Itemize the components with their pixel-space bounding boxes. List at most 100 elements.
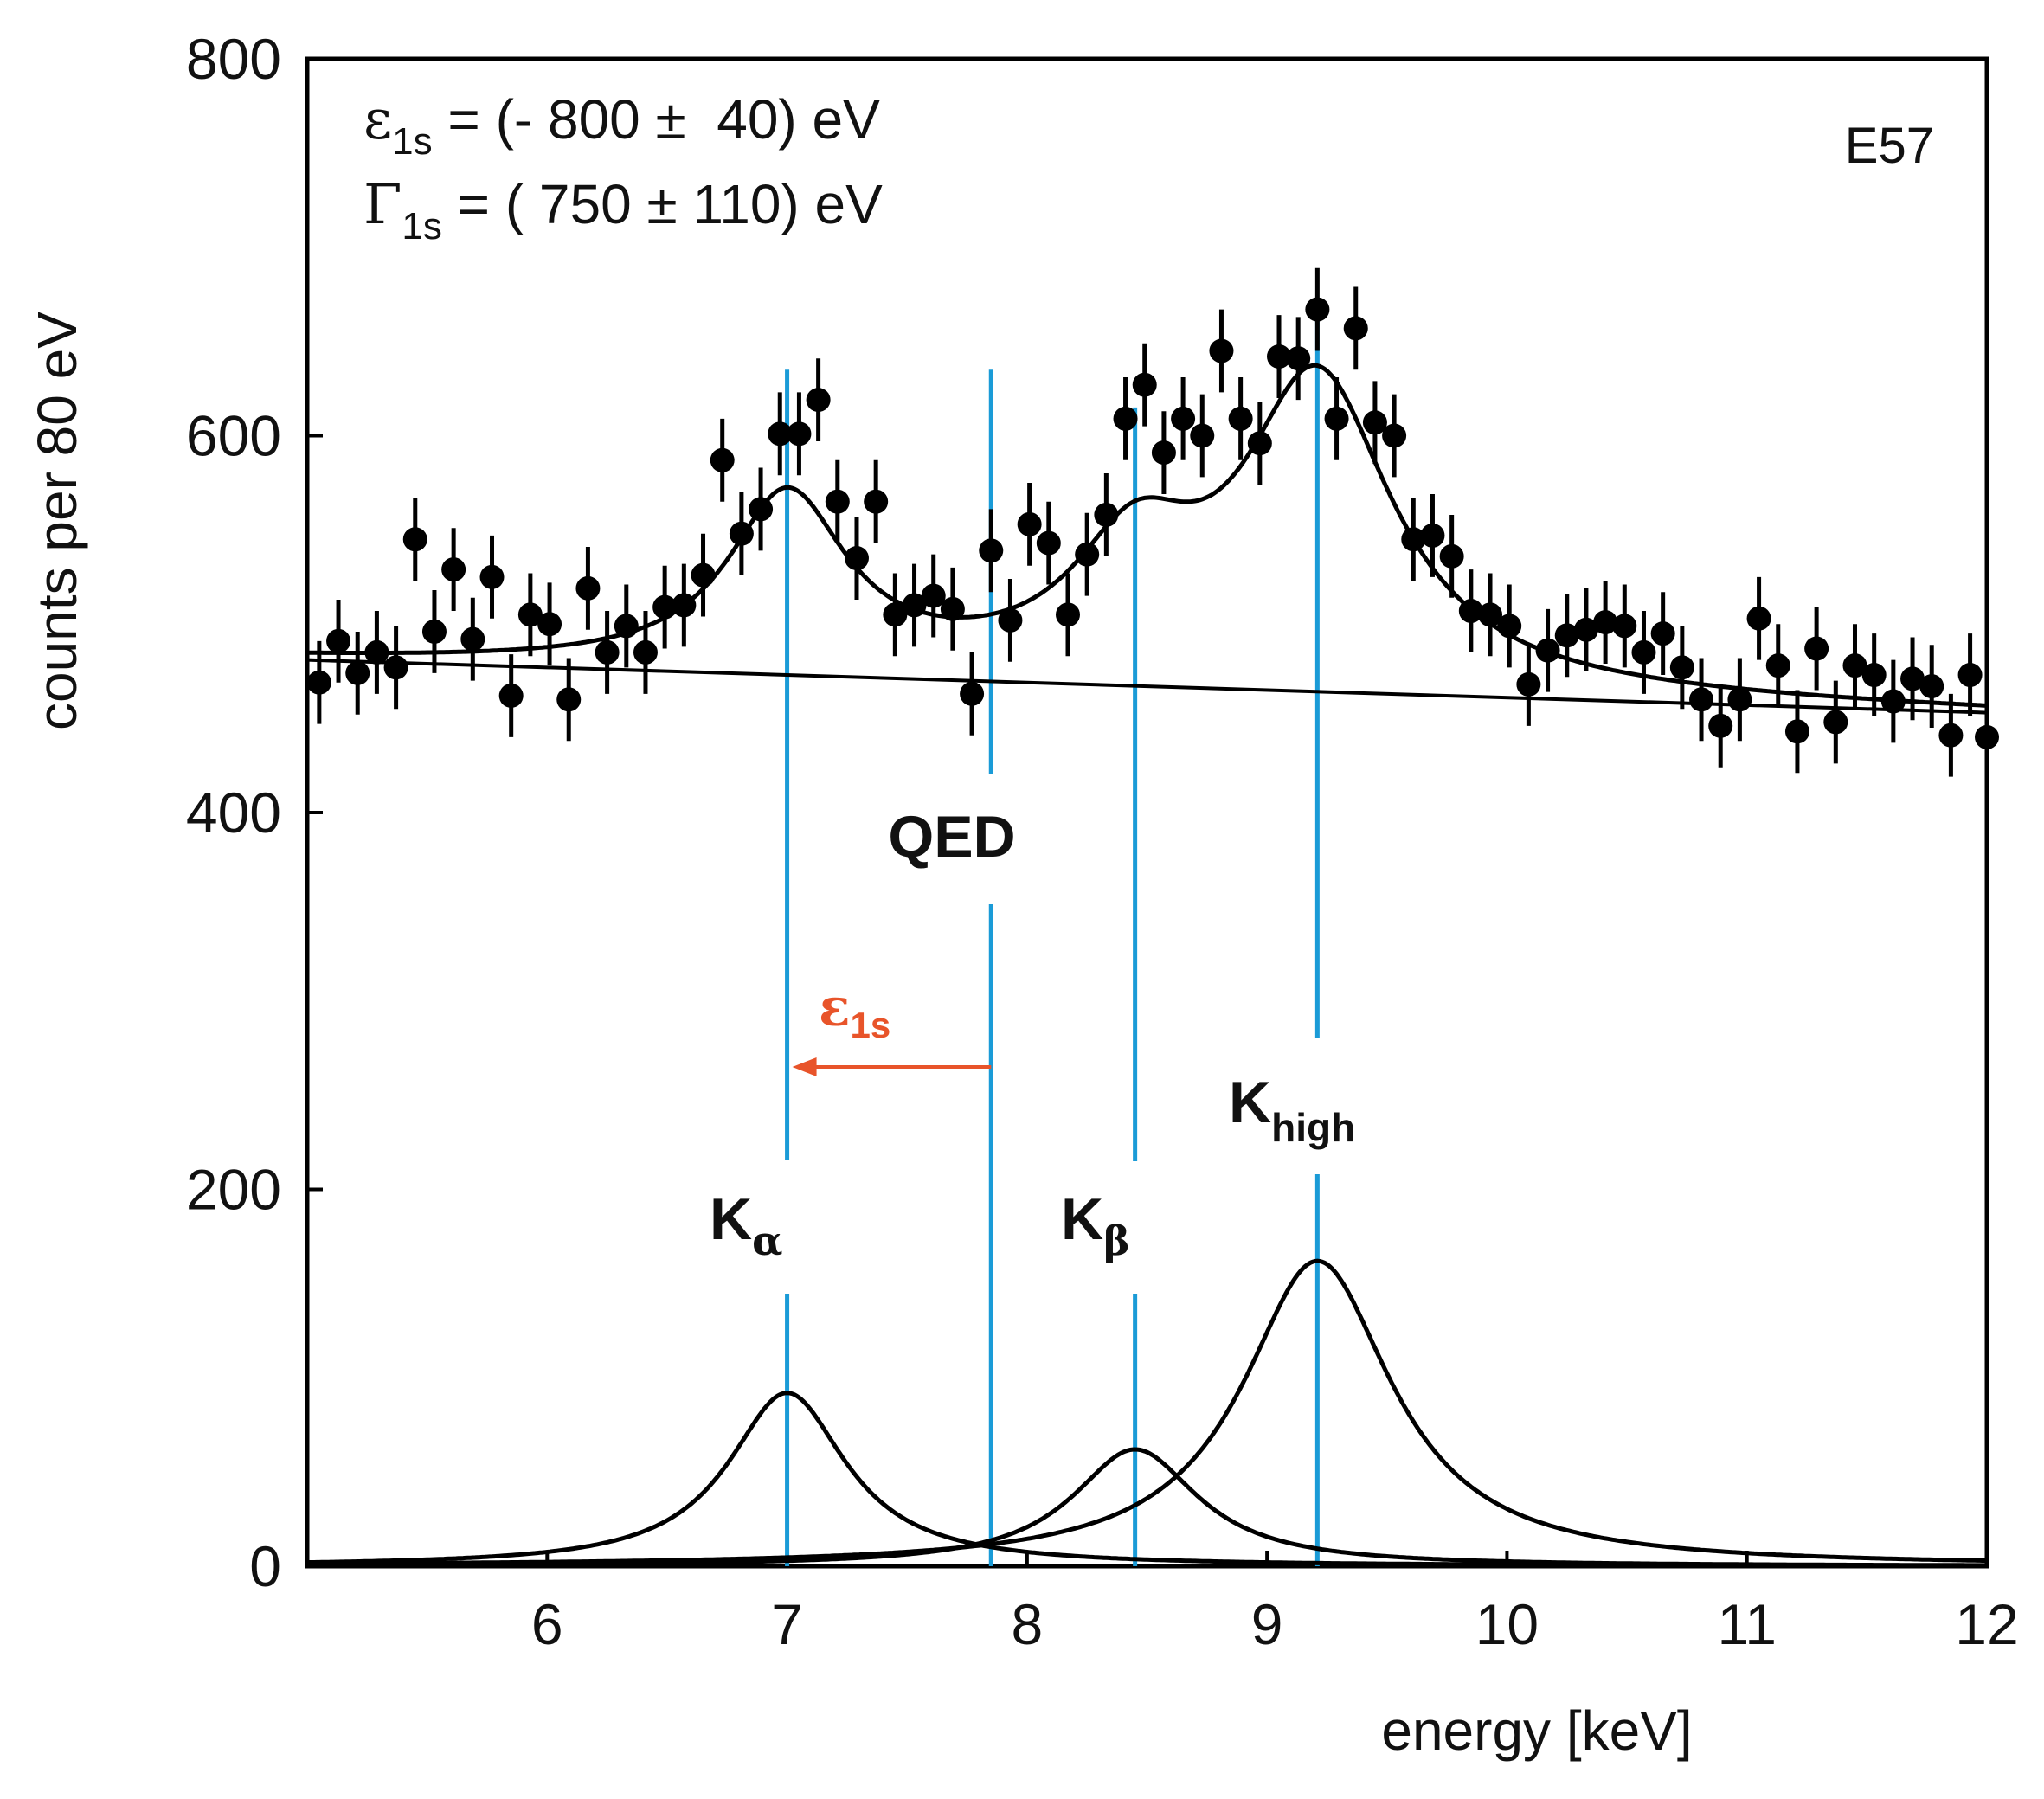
qed-label: QED xyxy=(888,804,1015,870)
data-point-18 xyxy=(652,594,678,620)
gamma-symbol: Γ xyxy=(363,173,402,237)
x-tick-label-7: 7 xyxy=(771,1592,803,1656)
experiment-label: E57 xyxy=(1845,118,1934,174)
data-point-12 xyxy=(537,612,562,637)
data-point-53 xyxy=(1324,406,1349,431)
shift-arrow-head xyxy=(792,1057,817,1076)
data-point-67 xyxy=(1593,610,1618,635)
data-point-71 xyxy=(1669,655,1694,680)
data-point-24 xyxy=(768,421,793,447)
gamma-subscript: 1s xyxy=(402,205,441,247)
epsilon-symbol: ε xyxy=(363,88,392,152)
x-tick-label-12: 12 xyxy=(1955,1592,2018,1656)
data-point-21 xyxy=(710,447,735,472)
data-point-15 xyxy=(595,639,620,665)
data-point-6 xyxy=(421,619,447,644)
data-points xyxy=(306,267,1999,779)
data-point-31 xyxy=(902,593,927,618)
data-point-13 xyxy=(556,687,582,712)
data-point-45 xyxy=(1171,406,1196,431)
data-point-61 xyxy=(1478,602,1503,627)
data-point-16 xyxy=(614,614,639,639)
width-result: Γ1s = ( 750 ± 110) eV xyxy=(363,173,883,247)
data-point-86 xyxy=(1957,663,1983,688)
data-point-87 xyxy=(1975,724,1999,749)
x-tick-label-6: 6 xyxy=(531,1592,563,1656)
x-tick-label-10: 10 xyxy=(1475,1592,1539,1656)
data-point-17 xyxy=(633,639,658,665)
data-point-55 xyxy=(1362,410,1387,435)
data-point-68 xyxy=(1612,614,1637,639)
shift-label-main: ε xyxy=(819,978,850,1038)
data-point-30 xyxy=(883,602,908,627)
data-point-39 xyxy=(1055,602,1080,627)
data-point-50 xyxy=(1267,344,1292,369)
data-point-44 xyxy=(1151,440,1176,466)
width-value: = ( 750 ± 110) eV xyxy=(442,173,883,235)
data-point-33 xyxy=(940,596,965,621)
x-tick-label-9: 9 xyxy=(1251,1592,1283,1656)
data-point-29 xyxy=(864,489,889,514)
k-alpha-subscript: α xyxy=(752,1218,782,1264)
y-tick-label-0: 0 xyxy=(249,1534,281,1598)
component-curve-2 xyxy=(307,1258,1988,1566)
shift-result: ε1s = (- 800 ± 40) eV xyxy=(363,88,880,163)
data-point-11 xyxy=(517,602,543,627)
data-point-40 xyxy=(1075,542,1100,567)
data-point-48 xyxy=(1228,406,1253,431)
x-tick-label-8: 8 xyxy=(1011,1592,1043,1656)
shift-arrow xyxy=(792,1057,992,1076)
data-point-58 xyxy=(1420,523,1445,548)
y-axis-label: counts per 80 eV xyxy=(26,312,88,730)
data-point-26 xyxy=(806,388,831,413)
data-point-0 xyxy=(306,670,331,695)
data-point-69 xyxy=(1631,639,1656,665)
k-alpha-label: Kα xyxy=(710,1186,783,1264)
data-point-19 xyxy=(672,593,697,618)
data-point-5 xyxy=(402,527,427,552)
data-point-59 xyxy=(1439,543,1464,569)
data-point-41 xyxy=(1094,502,1119,527)
data-point-42 xyxy=(1113,406,1138,431)
data-point-70 xyxy=(1650,621,1675,646)
y-tick-label-800: 800 xyxy=(186,27,281,91)
data-point-3 xyxy=(364,639,389,665)
shift-label: ε1s xyxy=(819,978,890,1045)
x-axis-label: energy [keV] xyxy=(1381,1699,1692,1762)
data-point-60 xyxy=(1458,599,1483,624)
data-point-73 xyxy=(1708,713,1733,738)
data-point-78 xyxy=(1804,636,1829,661)
data-point-76 xyxy=(1765,653,1790,678)
data-point-66 xyxy=(1573,617,1598,642)
data-point-8 xyxy=(460,626,485,652)
k-beta-subscript: β xyxy=(1103,1218,1130,1264)
epsilon-subscript: 1s xyxy=(392,120,432,163)
data-point-2 xyxy=(345,660,370,685)
data-point-10 xyxy=(498,683,524,708)
component-curve-1 xyxy=(307,1447,1987,1568)
data-point-72 xyxy=(1689,687,1714,712)
data-point-62 xyxy=(1497,614,1522,639)
data-point-51 xyxy=(1286,346,1311,371)
data-point-20 xyxy=(691,562,716,588)
peak-components xyxy=(306,1258,1988,1568)
data-point-37 xyxy=(1017,511,1042,536)
data-point-35 xyxy=(979,538,1004,563)
total-fit-curve xyxy=(307,363,1988,708)
data-point-28 xyxy=(844,546,869,571)
data-point-7 xyxy=(441,557,466,582)
shift-label-subscript: 1s xyxy=(850,1005,890,1045)
shift-value: = (- 800 ± 40) eV xyxy=(433,88,880,151)
data-point-1 xyxy=(326,628,351,653)
data-point-77 xyxy=(1784,719,1809,744)
data-point-32 xyxy=(921,583,946,608)
k-alpha-main: K xyxy=(710,1186,752,1252)
k-high-main: K xyxy=(1229,1070,1271,1135)
axis-ticks: 6 7 8 9 10 11 12 0 200 400 600 800 xyxy=(186,27,2019,1656)
k-beta-main: K xyxy=(1061,1186,1103,1252)
k-high-label: Khigh xyxy=(1229,1070,1355,1150)
data-point-63 xyxy=(1516,671,1541,697)
data-point-22 xyxy=(729,521,754,546)
data-point-14 xyxy=(575,575,601,601)
